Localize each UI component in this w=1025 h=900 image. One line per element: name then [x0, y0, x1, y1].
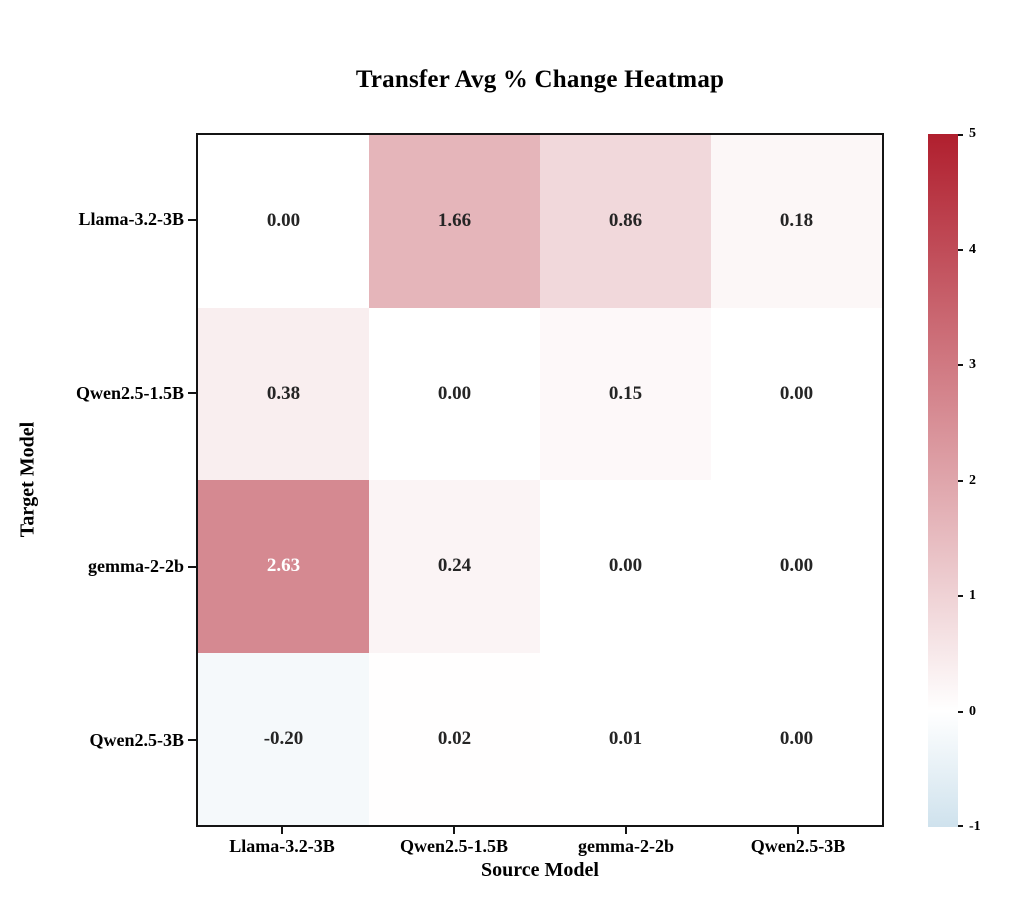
colorbar-tick-mark [958, 479, 963, 482]
heatmap-cell: 0.00 [198, 135, 369, 308]
y-tick-label: Qwen2.5-3B [89, 729, 185, 750]
cell-value: 0.15 [608, 382, 643, 404]
y-tick-label: Llama-3.2-3B [78, 209, 185, 230]
heatmap-cell: 0.24 [369, 480, 540, 653]
colorbar-tick-label: 2 [969, 472, 976, 488]
x-tick-label: Llama-3.2-3B [229, 836, 335, 856]
tick-mark [281, 827, 283, 834]
cell-value: 0.00 [779, 727, 814, 749]
cell-value: 0.01 [608, 727, 643, 749]
colorbar [928, 134, 958, 827]
cell-value: 0.00 [437, 382, 472, 404]
heatmap-cell: 0.86 [540, 135, 711, 308]
colorbar-tick-labels: 5 4 3 2 1 0 -1 [958, 126, 1018, 834]
heatmap-cell: 2.63 [198, 480, 369, 653]
colorbar-tick-label: -1 [969, 819, 981, 834]
cell-value: 0.02 [437, 727, 472, 749]
tick-mark [188, 739, 196, 742]
cell-value: 2.63 [266, 555, 301, 577]
colorbar-tick-label: 1 [969, 588, 976, 603]
heatmap-grid: 0.00 1.66 0.86 0.18 0.38 0.00 0.15 0.00 2.63 0.24… [198, 135, 882, 825]
heatmap-cell: 0.00 [369, 307, 540, 480]
heatmap-cell: 0.38 [198, 307, 369, 480]
heatmap-cell: 0.15 [540, 307, 711, 480]
y-tick-label: Qwen2.5-1.5B [76, 382, 184, 403]
x-axis-title: Source Model [481, 859, 599, 881]
y-tick-marks [188, 133, 196, 827]
colorbar-tick-mark [958, 134, 963, 136]
heatmap-cell: 0.00 [540, 480, 711, 653]
colorbar-tick-label: 4 [969, 241, 976, 257]
chart-title: Transfer Avg % Change Heatmap [355, 66, 725, 93]
colorbar-tick-mark [958, 364, 963, 366]
cell-value: 0.86 [608, 210, 643, 232]
heatmap-cell: 0.01 [540, 652, 711, 825]
colorbar-tick-label: 3 [969, 357, 976, 372]
cell-value: 0.24 [437, 555, 472, 577]
cell-value: -0.20 [263, 727, 304, 749]
heatmap-cell: 1.66 [369, 135, 540, 308]
heatmap-cell: 0.02 [369, 652, 540, 825]
cell-value: 0.00 [608, 555, 643, 577]
tick-mark [625, 827, 627, 834]
heatmap-cell: 0.00 [711, 480, 882, 653]
tick-mark [797, 827, 799, 834]
heatmap-cell: 0.00 [711, 652, 882, 825]
tick-mark [188, 565, 196, 568]
heatmap-plot: 0.00 1.66 0.86 0.18 0.38 0.00 0.15 0.00 2.63 0.24… [196, 133, 884, 827]
x-tick-marks [196, 827, 884, 834]
tick-mark [188, 392, 196, 395]
x-tick-labels: Llama-3.2-3B Qwen2.5-1.5B gemma-2-2b Qwen2.… [196, 836, 884, 857]
cell-value: 0.00 [266, 210, 301, 232]
y-tick-label: gemma-2-2b [88, 556, 184, 577]
cell-value: 1.66 [437, 210, 472, 232]
heatmap-cell: -0.20 [198, 652, 369, 825]
heatmap-cell: 0.00 [711, 307, 882, 480]
colorbar-tick-mark [958, 710, 963, 713]
tick-mark [188, 218, 196, 221]
heatmap-cell: 0.18 [711, 135, 882, 308]
tick-mark [453, 827, 455, 834]
x-tick-label: gemma-2-2b [578, 836, 674, 856]
cell-value: 0.00 [779, 382, 814, 404]
colorbar-tick-mark [958, 248, 963, 251]
colorbar-tick-label: 5 [969, 126, 976, 141]
cell-value: 0.18 [779, 210, 814, 232]
colorbar-tick-mark [958, 825, 963, 827]
cell-value: 0.38 [266, 382, 301, 404]
colorbar-tick-mark [958, 595, 963, 597]
colorbar-tick-label: 0 [969, 703, 976, 719]
x-tick-label: Qwen2.5-3B [750, 836, 846, 856]
y-tick-labels: Llama-3.2-3B Qwen2.5-1.5B gemma-2-2b Qwen2.… [0, 133, 184, 827]
cell-value: 0.00 [779, 555, 814, 577]
x-tick-label: Qwen2.5-1.5B [400, 836, 508, 856]
